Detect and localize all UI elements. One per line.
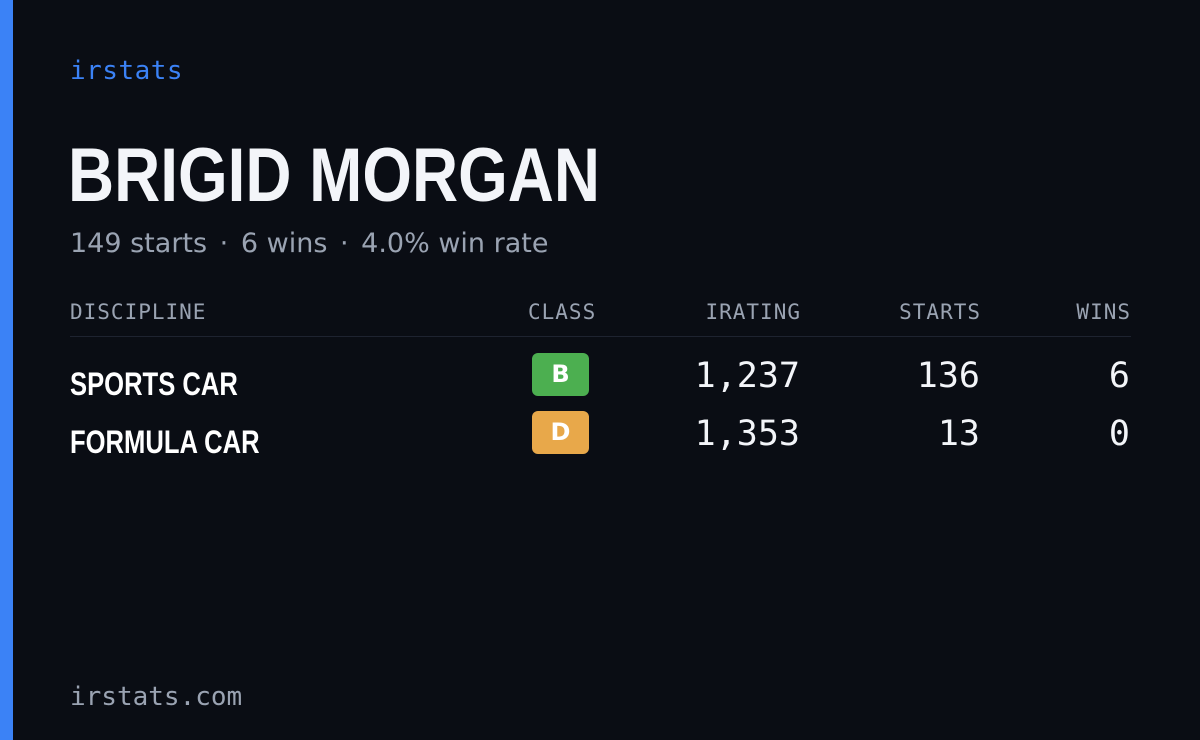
footer-url: irstats.com [70,682,243,712]
driver-summary: 149 starts · 6 wins · 4.0% win rate [70,228,548,259]
row-irating: 1,237 [694,356,800,396]
header-class: CLASS [528,300,597,324]
header-wins: WINS [1076,300,1131,324]
table-row: SPORTS CAR B 1,237 136 6 [70,352,1131,410]
accent-bar [0,0,13,740]
row-discipline: FORMULA CAR [70,424,260,460]
row-wins: 6 [1108,356,1130,396]
summary-separator: · [339,228,349,259]
row-starts: 136 [916,356,980,396]
row-wins: 0 [1108,414,1130,454]
row-irating: 1,353 [694,414,800,454]
driver-name: BRIGID MORGAN [68,133,600,218]
row-starts: 13 [937,414,980,454]
header-discipline: DISCIPLINE [70,300,207,324]
class-badge: D [532,411,589,454]
header-starts: STARTS [899,300,981,324]
row-discipline: SPORTS CAR [70,366,238,402]
summary-starts: 149 starts [70,228,208,259]
stats-table: DISCIPLINE CLASS IRATING STARTS WINS SPO… [70,298,1131,468]
summary-win-rate: 4.0% win rate [361,228,549,259]
class-badge: B [532,353,589,396]
summary-separator: · [219,228,229,259]
table-header: DISCIPLINE CLASS IRATING STARTS WINS [70,298,1131,337]
header-irating: IRATING [705,300,801,324]
summary-wins: 6 wins [240,228,328,259]
table-row: FORMULA CAR D 1,353 13 0 [70,410,1131,468]
brand-logo: irstats [70,56,184,86]
